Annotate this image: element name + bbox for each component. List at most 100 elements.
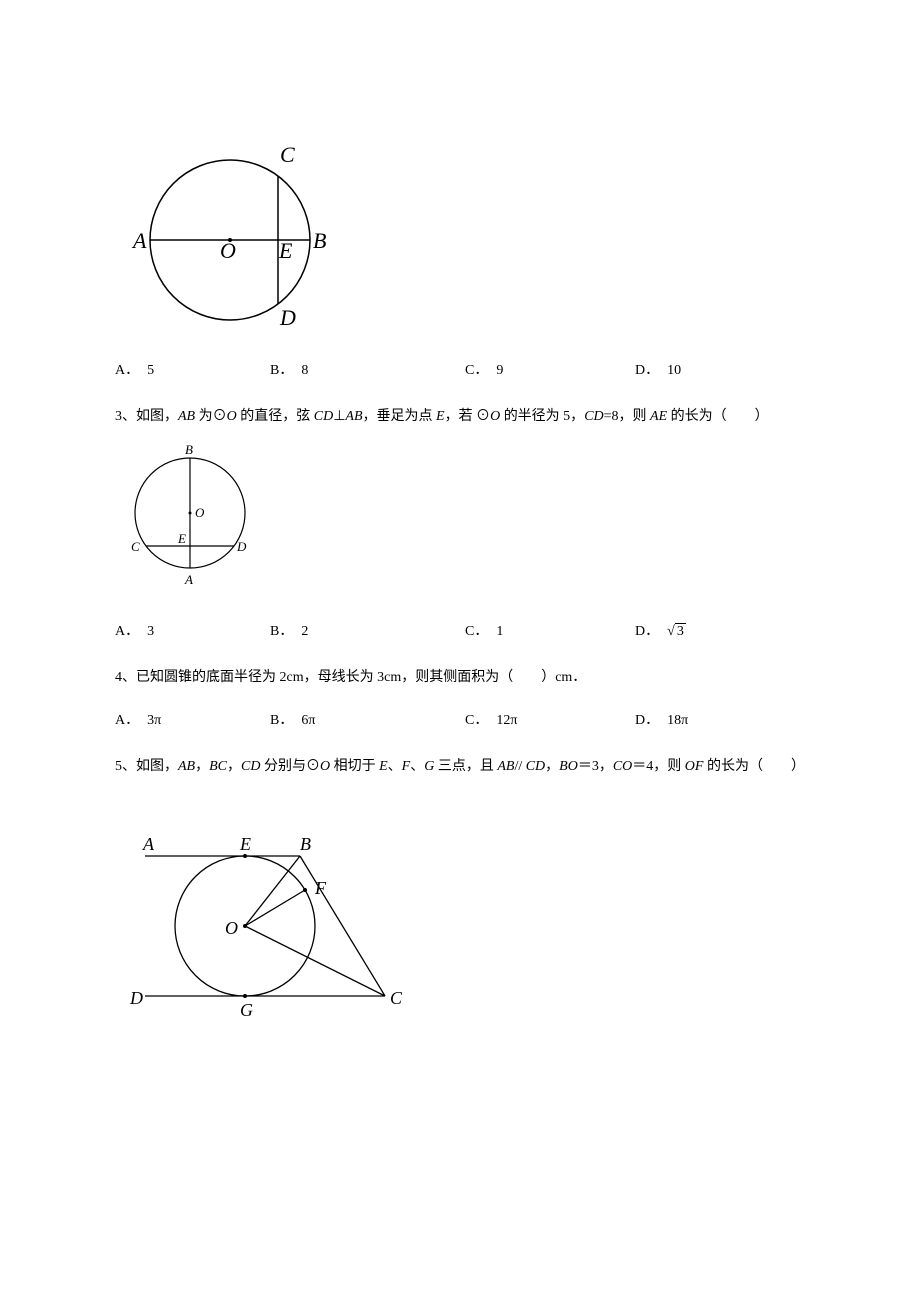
option-q3-d: D． 3: [635, 621, 785, 643]
q5-t6: 、: [388, 759, 402, 774]
option-q2-c: C． 9: [465, 360, 635, 382]
label-F: F: [314, 878, 327, 898]
q5-cd: CD: [241, 759, 260, 774]
q5-o: O: [320, 759, 330, 774]
label-B: B: [300, 834, 311, 854]
q5-t5: 相切于: [330, 759, 379, 774]
question-5-text: 5、如图，AB，BC，CD 分别与⊙O 相切于 E、F、G 三点，且 AB// …: [115, 759, 805, 774]
option-value: 3: [147, 621, 154, 643]
q3-t4: ⊥: [333, 409, 345, 424]
label-C: C: [390, 988, 403, 1008]
figure-q2-svg: A B C D O E: [115, 140, 335, 340]
question-3-text: 3、如图，AB 为⊙O 的直径，弦 CD⊥AB，垂足为点 E，若 ⊙O 的半径为…: [115, 409, 769, 424]
q3-cd2: CD: [584, 409, 603, 424]
option-value: 2: [301, 621, 308, 643]
label-E: E: [278, 238, 293, 263]
question-3: 3、如图，AB 为⊙O 的直径，弦 CD⊥AB，垂足为点 E，若 ⊙O 的半径为…: [115, 404, 805, 431]
options-q4: A． 3π B． 6π C． 12π D． 18π: [115, 710, 805, 732]
option-value: 8: [301, 360, 308, 382]
q5-t2: ，: [195, 759, 209, 774]
figure-q3-svg: B A C D O E: [115, 441, 275, 601]
q3-t5: ，垂足为点: [363, 409, 437, 424]
option-label: C．: [465, 621, 488, 643]
option-q4-c: C． 12π: [465, 710, 635, 732]
sqrt-value: 3: [675, 623, 686, 639]
option-label: A．: [115, 621, 139, 643]
option-q3-a: A． 3: [115, 621, 270, 643]
q5-g: G: [424, 759, 434, 774]
q5-t7: 、: [410, 759, 424, 774]
option-value: 5: [147, 360, 154, 382]
option-label: A．: [115, 710, 139, 732]
label-O: O: [220, 238, 236, 263]
q5-t3: ，: [227, 759, 241, 774]
option-value: 12π: [496, 710, 517, 732]
option-q4-a: A． 3π: [115, 710, 270, 732]
q4-text: 已知圆锥的底面半径为 2cm，母线长为 3cm，则其侧面积为（ ）cm．: [136, 670, 586, 685]
label-C: C: [280, 142, 295, 167]
q3-t9: 的长为（ ）: [667, 409, 769, 424]
q3-cd: CD: [314, 409, 333, 424]
q3-ab: AB: [178, 409, 195, 424]
label-O: O: [195, 505, 205, 520]
label-D: D: [129, 988, 143, 1008]
q5-t11: ＝3，: [578, 759, 613, 774]
option-q2-d: D． 10: [635, 360, 785, 382]
q5-co: CO: [613, 759, 632, 774]
label-C: C: [131, 539, 140, 554]
label-B: B: [313, 228, 326, 253]
figure-q5-svg: A B C D E F G O: [115, 806, 435, 1036]
q4-num: 4、: [115, 670, 136, 685]
q3-ab2: AB: [345, 409, 362, 424]
q3-t3: 的直径，弦: [237, 409, 314, 424]
q5-t12: ＝4，则: [632, 759, 685, 774]
option-label: B．: [270, 360, 293, 382]
label-G: G: [240, 1000, 253, 1020]
label-D: D: [236, 539, 247, 554]
option-q2-b: B． 8: [270, 360, 465, 382]
q5-bo: BO: [559, 759, 578, 774]
option-value: 6π: [301, 710, 315, 732]
q3-ae: AE: [650, 409, 667, 424]
q5-bc: BC: [209, 759, 227, 774]
option-value: 10: [667, 360, 681, 382]
q3-e: E: [436, 409, 445, 424]
q3-o: O: [227, 409, 237, 424]
option-value: 9: [496, 360, 503, 382]
label-E: E: [239, 834, 251, 854]
option-value: 1: [496, 621, 503, 643]
option-q4-b: B． 6π: [270, 710, 465, 732]
option-label: B．: [270, 710, 293, 732]
q5-ab2: AB: [497, 759, 514, 774]
options-q2: A． 5 B． 8 C． 9 D． 10: [115, 360, 805, 382]
option-q3-b: B． 2: [270, 621, 465, 643]
q3-t1: 如图，: [136, 409, 178, 424]
q5-t4: 分别与⊙: [260, 759, 320, 774]
q5-t1: 如图，: [136, 759, 178, 774]
q3-t8: =8，则: [604, 409, 650, 424]
q5-t9: //: [514, 759, 525, 774]
figure-q3: B A C D O E: [115, 441, 805, 601]
label-D: D: [279, 305, 296, 330]
q5-t13: 的长为（ ）: [703, 759, 805, 774]
q3-num: 3、: [115, 409, 136, 424]
option-q4-d: D． 18π: [635, 710, 785, 732]
q5-t10: ，: [545, 759, 559, 774]
label-A: A: [184, 572, 193, 587]
question-5: 5、如图，AB，BC，CD 分别与⊙O 相切于 E、F、G 三点，且 AB// …: [115, 754, 805, 781]
sqrt-icon: 3: [667, 621, 686, 643]
label-A: A: [142, 834, 155, 854]
figure-q5: A B C D E F G O: [115, 806, 805, 1036]
q5-t8: 三点，且: [434, 759, 497, 774]
question-4: 4、已知圆锥的底面半径为 2cm，母线长为 3cm，则其侧面积为（ ）cm．: [115, 665, 805, 692]
option-value: 18π: [667, 710, 688, 732]
q5-f: F: [402, 759, 411, 774]
q3-t7: 的半径为 5，: [500, 409, 584, 424]
q5-ab: AB: [178, 759, 195, 774]
q5-e: E: [379, 759, 388, 774]
q5-cd2: CD: [526, 759, 545, 774]
options-q3: A． 3 B． 2 C． 1 D． 3: [115, 621, 805, 643]
option-label: C．: [465, 710, 488, 732]
option-q3-c: C． 1: [465, 621, 635, 643]
option-label: B．: [270, 621, 293, 643]
